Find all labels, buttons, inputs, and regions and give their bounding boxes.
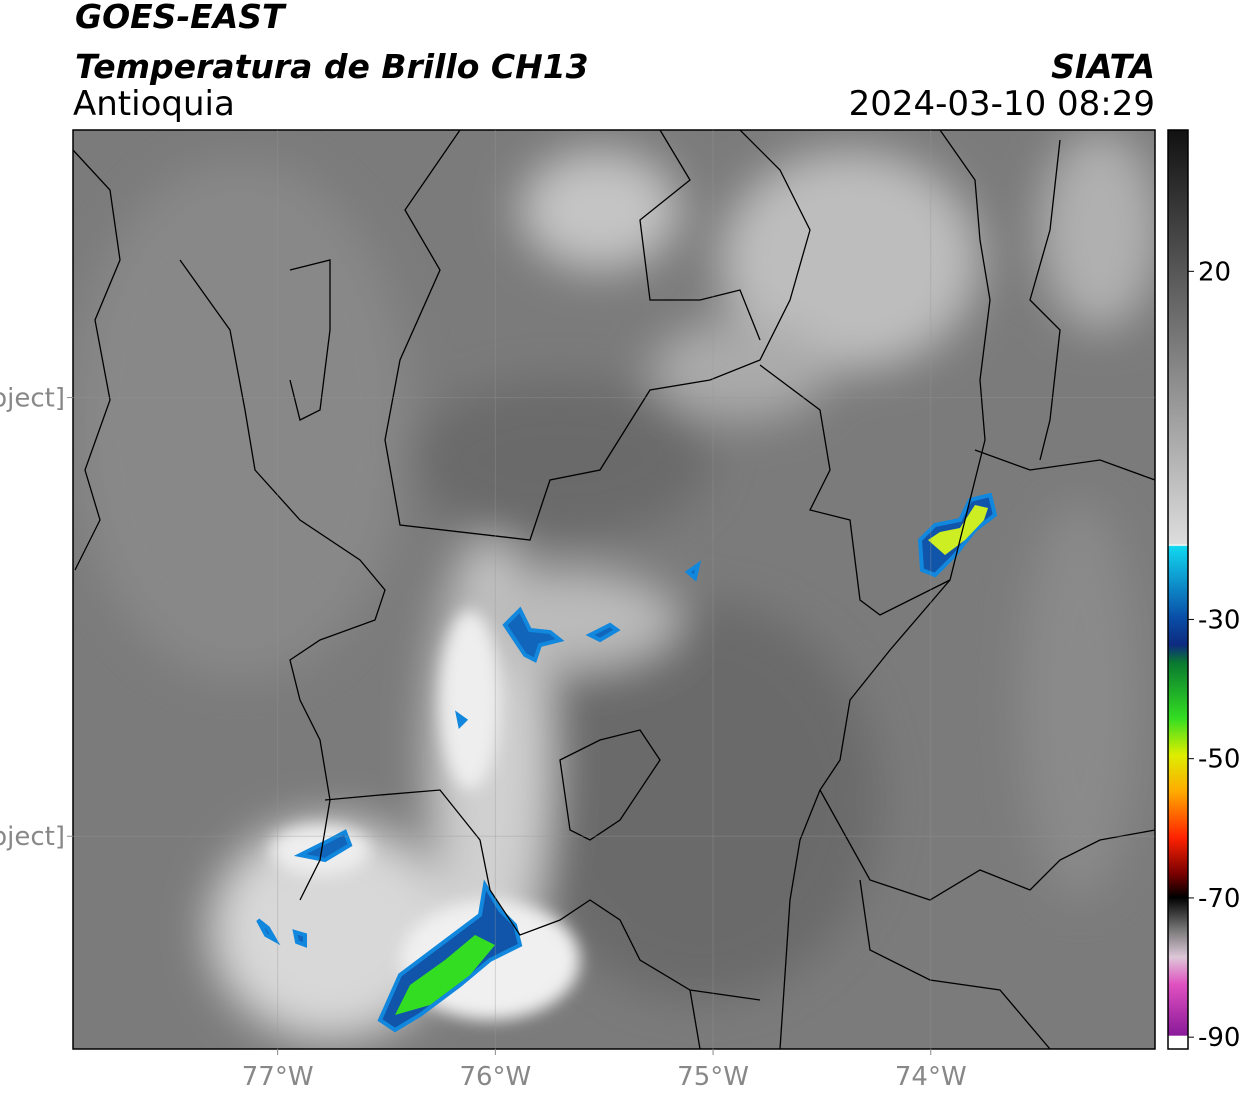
- colorbar-tick-label: -50: [1198, 745, 1240, 775]
- datetime: 2024-03-10 08:29: [849, 84, 1155, 124]
- x-tick-label: 74°W: [895, 1062, 967, 1092]
- colorbar-tick-label: -90: [1198, 1023, 1240, 1053]
- x-tick-label: 76°W: [459, 1062, 531, 1092]
- x-tick-label: 77°W: [242, 1062, 314, 1092]
- region: Antioquia: [73, 84, 235, 124]
- colorbar-tick-label: 20: [1198, 257, 1231, 287]
- agency: SIATA: [1051, 47, 1155, 86]
- x-tick-label: 75°W: [677, 1062, 749, 1092]
- colorbar: [1167, 129, 1189, 1050]
- product: Temperatura de Brillo CH13: [75, 47, 589, 86]
- satellite: GOES-EAST: [75, 0, 287, 36]
- colorbar-tick-label: -30: [1198, 605, 1240, 635]
- y-tick-label: [object Object]: [0, 384, 65, 414]
- satellite-image: [73, 130, 1155, 1049]
- colorbar-tick-label: -70: [1198, 884, 1240, 914]
- y-tick-label: [object Object]: [0, 822, 65, 852]
- map-frame: [72, 129, 1156, 1050]
